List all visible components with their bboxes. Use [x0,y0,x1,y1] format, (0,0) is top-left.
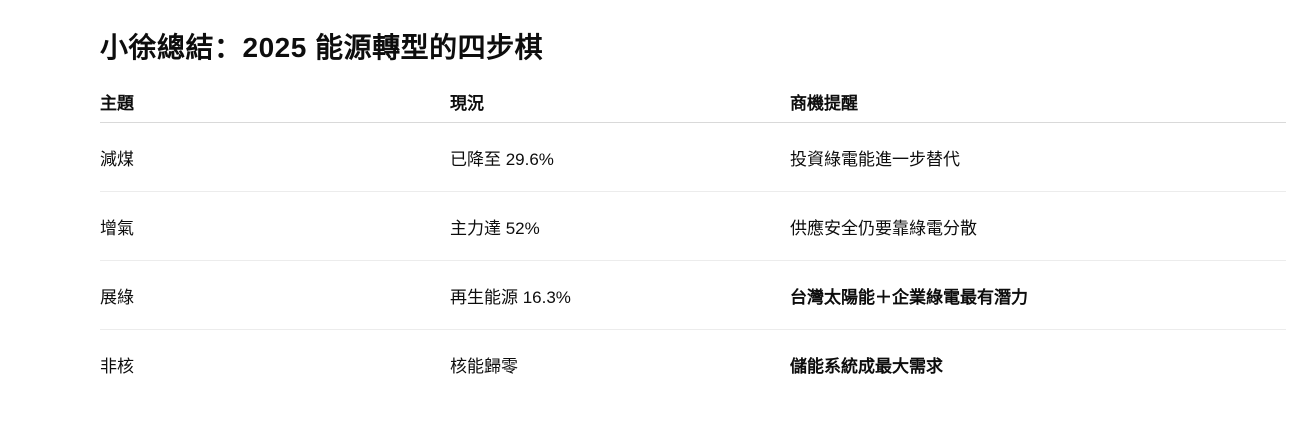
cell-business-tip: 投資綠電能進一步替代 [790,122,1286,192]
cell-business-tip: 供應安全仍要靠綠電分散 [790,191,1286,261]
cell-business-tip: 台灣太陽能＋企業綠電最有潛力 [790,260,1286,330]
cell-status: 主力達 52% [450,191,790,261]
cell-status: 核能歸零 [450,356,518,376]
header-business-tip: 商機提醒 [790,80,1286,123]
cell-business-tip: 儲能系統成最大需求 [790,356,943,376]
table-header-row: 主題 現況 商機提醒 [100,80,1286,123]
table-row: 展綠 再生能源 16.3% 台灣太陽能＋企業綠電最有潛力 [100,260,1286,330]
cell-topic: 展綠 [100,260,450,330]
table-row: 非核 核能歸零 儲能系統成最大需求 [100,330,1286,399]
header-status: 現況 [450,80,790,123]
page-title: 小徐總結：2025 能源轉型的四步棋 [100,32,544,63]
summary-table: 主題 現況 商機提醒 減煤 已降至 29.6% 投資綠電能進一步替代 增氣 主力… [100,80,1286,398]
cell-topic: 減煤 [100,122,450,192]
cell-status: 已降至 29.6% [450,122,790,192]
cell-topic: 增氣 [100,191,450,261]
table-row: 減煤 已降至 29.6% 投資綠電能進一步替代 [100,122,1286,192]
header-topic: 主題 [100,80,450,123]
cell-status: 再生能源 16.3% [450,260,790,330]
table-row: 增氣 主力達 52% 供應安全仍要靠綠電分散 [100,191,1286,261]
cell-topic: 非核 [100,356,134,376]
